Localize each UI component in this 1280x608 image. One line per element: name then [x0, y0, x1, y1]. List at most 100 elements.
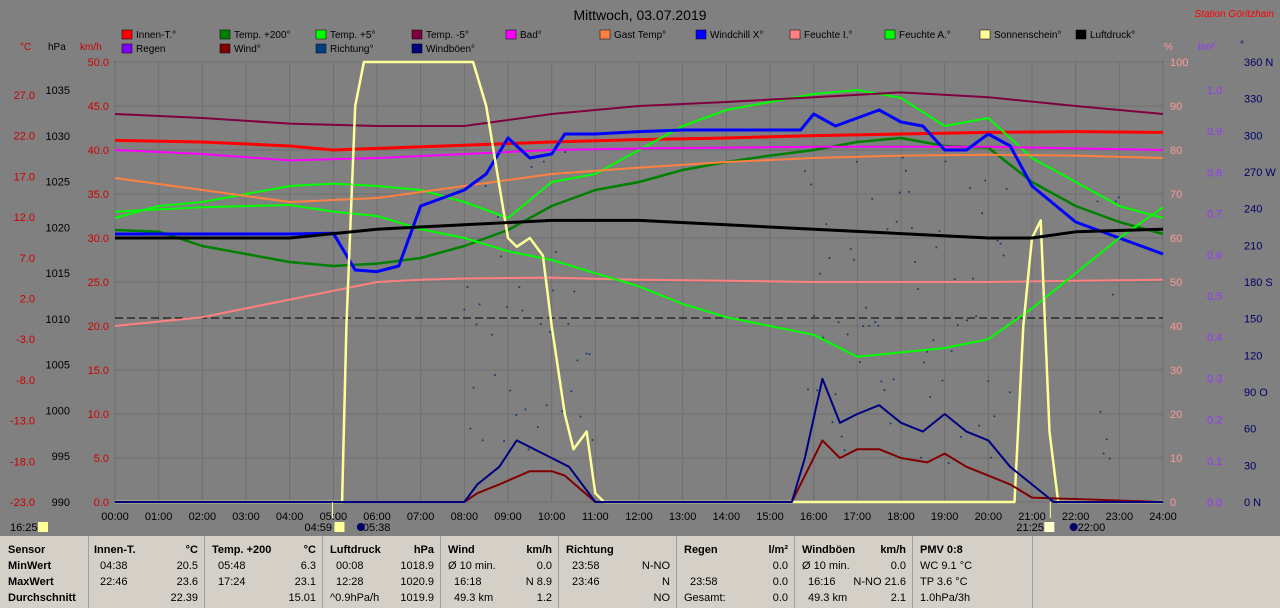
direction-point	[822, 336, 825, 339]
direction-point	[972, 277, 975, 280]
legend-swatch	[315, 43, 327, 54]
direction-point	[920, 456, 923, 459]
x-tick: 17:00	[844, 511, 872, 523]
direction-point	[938, 230, 941, 233]
druck-avg-value: 1019.9	[400, 592, 434, 604]
statistics-table: Sensor MinWert MaxWert Durchschnitt Inne…	[0, 536, 1280, 608]
direction-point	[947, 462, 950, 465]
direction-point	[588, 353, 591, 356]
direction-point	[536, 425, 539, 428]
direction-point	[548, 331, 551, 334]
series-line-bad-	[114, 145, 1164, 162]
temp-tick: 7.0	[20, 253, 35, 265]
x-tick: 02:00	[189, 511, 217, 523]
innen-unit: °C	[185, 544, 198, 556]
moon-icon	[356, 523, 365, 531]
legend-swatch	[411, 43, 423, 54]
direction-point	[837, 321, 840, 324]
legend-label: Windböen°	[426, 44, 475, 55]
innen-min-value: 20.5	[176, 560, 198, 572]
temp-axis-label: °C	[20, 42, 31, 53]
direction-point	[1105, 438, 1108, 441]
direction-point	[561, 410, 564, 413]
boeen-distance: 49.3 km	[808, 592, 848, 604]
wind-tick: 15.0	[88, 365, 109, 377]
direction-point	[481, 439, 484, 442]
pmv-windchill: WC 9.1 °C	[920, 560, 973, 572]
pmv-header: PMV 0:8	[920, 544, 963, 556]
temp-tick: -18.0	[10, 456, 35, 468]
legend-label: Innen-T.°	[136, 30, 176, 41]
col-innen: Innen-T. °C 04:38 20.5 22:46 23.6 22.39	[88, 536, 204, 608]
x-tick: 04:00	[276, 511, 304, 523]
humidity-tick: 40	[1170, 321, 1182, 333]
x-tick: 05:00	[320, 511, 348, 523]
rain-tick: 0.5	[1207, 291, 1222, 303]
direction-point	[816, 389, 819, 392]
x-tick: 11:00	[582, 511, 609, 523]
temp-tick: -3.0	[16, 334, 35, 346]
direction-tick: 180 S	[1244, 277, 1273, 289]
direction-point	[1108, 457, 1111, 460]
pmv-pressure-trend: 1.0hPa/3h	[920, 592, 971, 604]
x-tick: 08:00	[451, 511, 479, 523]
direction-point	[1117, 196, 1120, 199]
druck-trend: ^0.9hPa/h	[330, 592, 380, 604]
direction-point	[551, 289, 554, 292]
x-tick: 10:00	[538, 511, 566, 523]
wind-tick: 30.0	[88, 233, 109, 245]
left-time: 16:25	[10, 522, 38, 534]
legend-swatch	[1075, 29, 1087, 40]
direction-point	[935, 246, 938, 249]
row-max-label: MaxWert	[8, 576, 54, 588]
direction-point	[953, 278, 956, 281]
druck-min-value: 1018.9	[400, 560, 434, 572]
direction-point	[515, 414, 518, 417]
wind-max-time: 16:18	[454, 576, 482, 588]
temp-min-time: 05:48	[218, 560, 246, 572]
temp-avg-value: 15.01	[288, 592, 316, 604]
wind-unit: km/h	[526, 544, 552, 556]
direction-point	[852, 258, 855, 261]
humidity-axis-label: %	[1164, 42, 1173, 53]
legend-label: Bad°	[520, 30, 542, 41]
x-tick: 15:00	[756, 511, 784, 523]
rain-tick: 0.2	[1207, 415, 1222, 427]
humidity-tick: 70	[1170, 189, 1182, 201]
direction-point	[1102, 452, 1105, 455]
rain-tick: 0.9	[1207, 126, 1222, 138]
series-line-windchill-x-	[115, 108, 1164, 274]
regen-unit: l/m²	[768, 544, 788, 556]
pmv-dewpoint: TP 3.6 °C	[920, 576, 968, 588]
direction-tick: 300	[1244, 130, 1262, 142]
x-tick: 07:00	[407, 511, 435, 523]
richtung-r3-value: NO	[653, 592, 671, 604]
direction-point	[576, 359, 579, 362]
innen-min-time: 04:38	[100, 560, 128, 572]
direction-point	[469, 427, 472, 430]
direction-tick: 90 O	[1244, 387, 1268, 399]
direction-point	[987, 380, 990, 383]
direction-point	[889, 422, 892, 425]
direction-tick: 150	[1244, 314, 1262, 326]
direction-point	[898, 191, 901, 194]
druck-unit: hPa	[413, 544, 434, 556]
series-line-feuchte-i-	[114, 276, 1164, 327]
legend-label: Wind°	[234, 44, 261, 55]
direction-point	[871, 197, 874, 200]
legend-swatch	[219, 43, 231, 54]
pressure-tick: 1015	[46, 268, 70, 280]
direction-point	[509, 389, 512, 392]
legend-swatch	[315, 29, 327, 40]
direction-point	[1008, 391, 1011, 394]
rain-tick: 0.8	[1207, 167, 1222, 179]
innen-avg-value: 22.39	[170, 592, 198, 604]
x-tick: 09:00	[494, 511, 522, 523]
legend-label: Windchill X°	[710, 30, 763, 41]
direction-point	[518, 286, 521, 289]
direction-point	[834, 393, 837, 396]
legend-swatch	[884, 29, 896, 40]
temp-max-time: 17:24	[218, 576, 246, 588]
weather-chart: Mittwoch, 03.07.2019 Station Göritzhain In…	[10, 7, 1276, 534]
direction-point	[463, 308, 466, 311]
